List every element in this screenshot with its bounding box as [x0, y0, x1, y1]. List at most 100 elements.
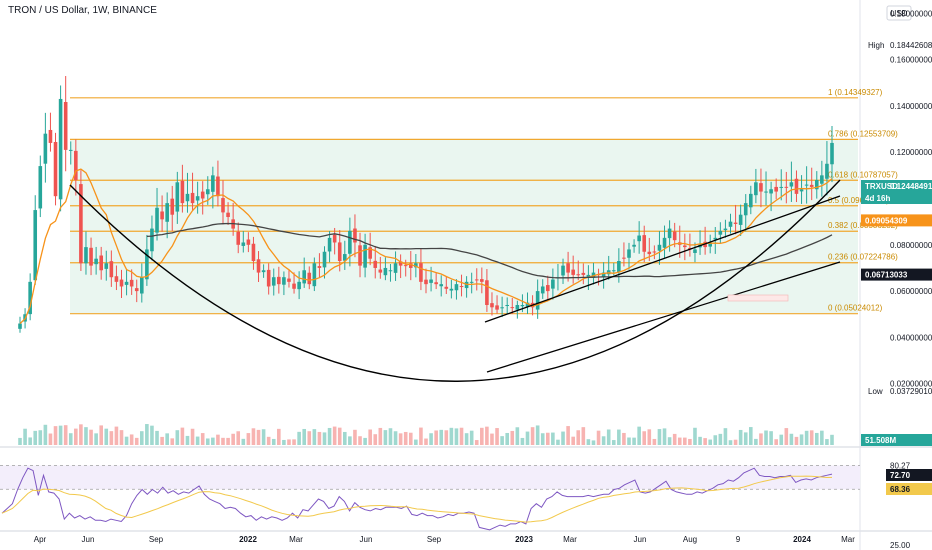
volume-bar	[79, 424, 83, 445]
volume-bar	[520, 437, 525, 445]
volume-bar	[378, 427, 383, 445]
candle-body	[48, 129, 53, 143]
price-tick: 0.14000000	[890, 102, 932, 111]
candle-body	[510, 307, 515, 309]
candle-body	[353, 228, 357, 243]
time-tick: 2023	[515, 535, 533, 544]
ma50-tag-text: 0.09054309	[865, 216, 908, 225]
volume-bar	[820, 430, 824, 445]
candle-body	[114, 276, 119, 282]
time-tick: Sep	[427, 535, 442, 544]
candle-body	[99, 255, 103, 271]
candle-body	[566, 263, 570, 273]
volume-bar	[373, 434, 378, 445]
volume-bar	[804, 430, 809, 445]
countdown: 4d 16h	[865, 194, 890, 203]
volume-bar	[414, 439, 418, 445]
candle-body	[809, 184, 814, 187]
volume-bar	[424, 438, 428, 445]
volume-bar	[271, 438, 276, 445]
ma200-line	[146, 222, 833, 279]
candle-body	[373, 260, 378, 268]
price-tick: 0.16000000	[890, 56, 932, 65]
price-tick: 0.12000000	[890, 148, 932, 157]
candle-body	[211, 175, 215, 192]
candle-body	[28, 281, 32, 315]
candle-body	[814, 179, 819, 190]
candle-body	[830, 142, 834, 165]
volume-bar	[63, 425, 68, 445]
volume-bar	[241, 438, 246, 445]
candle-body	[622, 257, 626, 259]
time-tick: 2024	[793, 535, 811, 544]
candle-body	[63, 102, 68, 150]
candle-body	[89, 247, 93, 266]
candle-body	[490, 303, 494, 308]
ma200-tag-text: 0.06713033	[865, 271, 908, 280]
candle-body	[820, 175, 824, 184]
volume-bar	[525, 431, 530, 445]
volume-bar	[622, 432, 626, 445]
volume-bar	[150, 425, 154, 445]
candle-body	[520, 304, 525, 307]
candle-body	[693, 249, 697, 253]
volume-bar	[490, 433, 494, 445]
volume-bar	[185, 435, 190, 445]
high-label: High	[868, 41, 884, 50]
volume-bar	[282, 439, 286, 445]
candle-body	[307, 272, 312, 285]
candle-body	[68, 149, 73, 151]
volume-bar	[464, 433, 469, 445]
volume-bar	[743, 432, 748, 445]
volume-bar	[134, 437, 139, 445]
fib-label: 0.5 (0.09686669)	[828, 196, 889, 205]
candle-body	[104, 263, 109, 269]
volume-bar	[474, 440, 479, 445]
volume-bar	[799, 434, 804, 445]
candle-body	[322, 251, 327, 268]
volume-bar	[429, 433, 433, 445]
volume-bar	[784, 428, 789, 445]
pattern-drawings	[69, 179, 841, 382]
candle-body	[383, 267, 388, 276]
candle-body	[738, 214, 743, 225]
volume-bar	[74, 428, 78, 445]
volume-bar	[606, 429, 611, 445]
candle-body	[581, 272, 586, 275]
volume-bar	[672, 433, 677, 445]
volume-bar	[738, 429, 743, 445]
candle-body	[312, 263, 317, 287]
candle-body	[150, 228, 154, 252]
candle-body	[134, 288, 139, 292]
currency-button[interactable]	[886, 5, 912, 21]
volume-bar	[754, 438, 758, 445]
candle-body	[18, 323, 22, 329]
candle-body	[708, 242, 712, 247]
volume-bar	[58, 425, 63, 445]
candle-body	[200, 191, 205, 199]
chart-title: TRON / US Dollar, 1W, BINANCE	[8, 5, 157, 16]
candle-body	[180, 180, 185, 204]
volume-bar	[155, 430, 159, 445]
volume-bar	[505, 432, 509, 445]
volume-bar	[28, 437, 32, 445]
candle-body	[642, 235, 647, 252]
price-tick: 0.18000000	[890, 9, 932, 18]
candle-body	[769, 189, 773, 194]
candle-body	[672, 231, 677, 241]
time-tick: Jun	[634, 535, 647, 544]
volume-bar	[297, 431, 301, 445]
candle-body	[226, 212, 230, 218]
volume-bar	[327, 427, 332, 445]
candle-body	[459, 286, 464, 288]
candle-body	[282, 277, 286, 285]
volume-bar	[627, 437, 631, 445]
time-axis: Apr Jun Sep 2022 Mar Jun Sep 2023 Mar Jun Aug 9 2024…	[34, 535, 855, 544]
candle-body	[647, 251, 652, 255]
candle-body	[292, 283, 296, 289]
candle-body	[495, 305, 499, 310]
fib-retracement: 1.618 (0.2220...)1 (0.14349327)0.786 (0.…	[70, 88, 898, 315]
candle-body	[155, 207, 159, 233]
